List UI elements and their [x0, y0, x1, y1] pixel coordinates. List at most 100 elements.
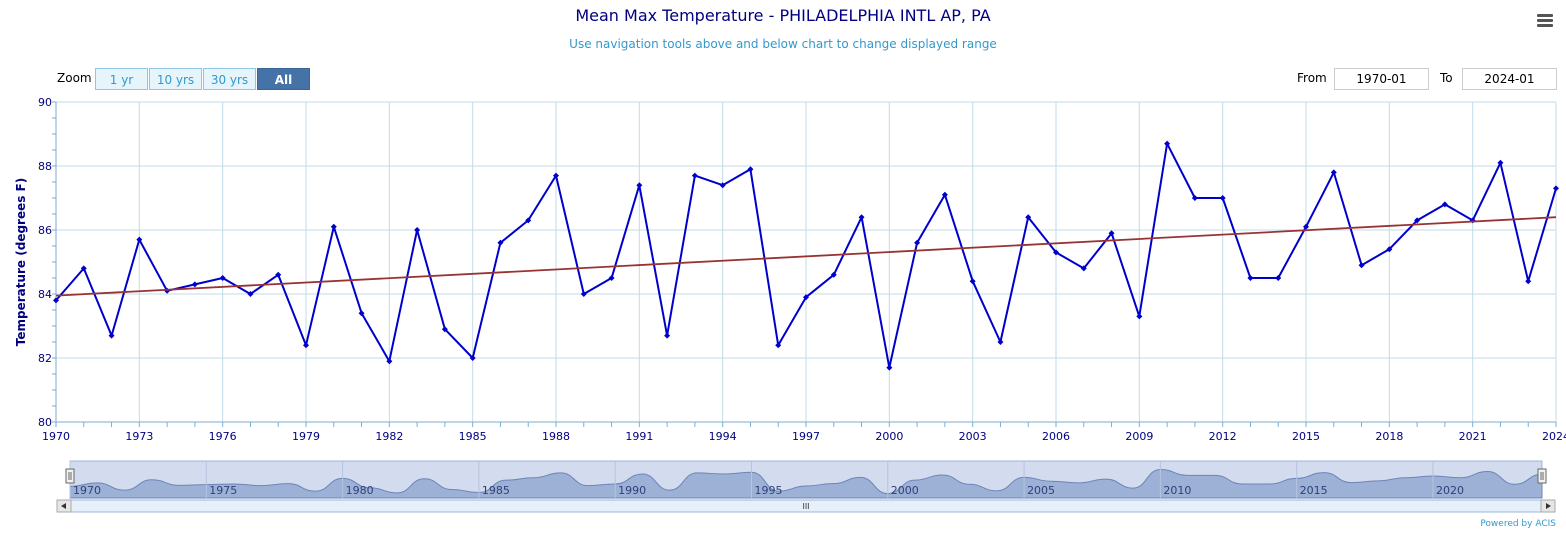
zoom-30yrs-button[interactable]: 30 yrs: [203, 68, 256, 90]
chart-subtitle: Use navigation tools above and below cha…: [569, 37, 997, 51]
zoom-1yr-button[interactable]: 1 yr: [95, 68, 148, 90]
data-point[interactable]: [886, 364, 893, 371]
navigator-tick-label: 2015: [1300, 484, 1328, 497]
grid: [55, 101, 1557, 423]
zoom-all-button[interactable]: All: [257, 68, 310, 90]
data-point[interactable]: [303, 342, 309, 349]
data-point[interactable]: [1219, 195, 1226, 201]
data-point[interactable]: [1164, 140, 1171, 147]
data-point[interactable]: [469, 355, 476, 361]
to-label: To: [1440, 71, 1453, 85]
from-date-input[interactable]: [1334, 68, 1429, 90]
data-point[interactable]: [219, 275, 226, 281]
chart-title: Mean Max Temperature - PHILADELPHIA INTL…: [575, 6, 991, 25]
data-point[interactable]: [247, 291, 254, 297]
data-point[interactable]: [858, 214, 865, 221]
data-point[interactable]: [414, 227, 421, 233]
y-tick-label: 86: [38, 224, 52, 237]
data-point[interactable]: [1025, 214, 1032, 221]
navigator-tick-label: 2010: [1163, 484, 1191, 497]
data-point[interactable]: [1108, 230, 1115, 237]
to-date-input[interactable]: [1462, 68, 1557, 90]
navigator-left-handle[interactable]: [65, 468, 75, 484]
trend-line: [55, 216, 1557, 297]
arrow-right-icon: [1546, 503, 1551, 509]
data-point[interactable]: [608, 275, 615, 281]
data-point[interactable]: [441, 326, 448, 333]
x-tick-label: 2003: [959, 430, 987, 443]
x-tick-label: 2012: [1209, 430, 1237, 443]
data-point[interactable]: [1497, 159, 1504, 166]
navigator-tick-label: 1995: [754, 484, 782, 497]
data-point[interactable]: [1441, 201, 1448, 208]
y-tick-label: 88: [38, 160, 52, 173]
data-point[interactable]: [1553, 185, 1559, 192]
x-tick-label: 2009: [1125, 430, 1153, 443]
navigator-tick-label: 2000: [891, 484, 919, 497]
data-point[interactable]: [1414, 217, 1421, 224]
x-tick-label: 1997: [792, 430, 820, 443]
data-point[interactable]: [636, 182, 643, 189]
data-point[interactable]: [719, 182, 726, 189]
y-axis-title-group: Temperature (degrees F): [14, 178, 28, 347]
powered-by-credit[interactable]: Powered by ACIS: [1480, 519, 1556, 529]
data-point[interactable]: [969, 278, 976, 285]
zoom-10yrs-button[interactable]: 10 yrs: [149, 68, 202, 90]
series-layer: [53, 140, 1559, 371]
data-point[interactable]: [108, 332, 115, 339]
navigator-right-handle[interactable]: [1537, 468, 1547, 484]
data-point[interactable]: [497, 239, 504, 246]
data-point[interactable]: [1275, 275, 1282, 281]
data-point[interactable]: [914, 239, 921, 246]
data-point[interactable]: [664, 332, 671, 339]
data-point[interactable]: [275, 271, 282, 278]
navigator-tick-label: 1985: [482, 484, 510, 497]
x-tick-label: 2015: [1292, 430, 1320, 443]
hamburger-menu-icon[interactable]: [1534, 12, 1556, 32]
data-point[interactable]: [358, 310, 365, 317]
y-tick-label: 80: [38, 416, 52, 429]
y-axis-title: Temperature (degrees F): [14, 178, 28, 347]
x-tick-label: 1991: [625, 430, 653, 443]
data-point[interactable]: [1080, 265, 1087, 272]
data-point[interactable]: [80, 265, 87, 272]
data-point[interactable]: [941, 191, 948, 198]
x-tick-label: 2018: [1375, 430, 1403, 443]
data-point[interactable]: [1191, 195, 1198, 201]
data-point[interactable]: [775, 342, 782, 349]
axes: 80 82 84 86 88 90 1970 1973 1976 1979 1982 1985 1988…: [38, 96, 1566, 443]
data-point[interactable]: [1525, 278, 1532, 285]
navigator[interactable]: 1970 1975 1980 1985 1990 1995 2000 2005 2010 2015…: [56, 460, 1556, 513]
navigator-tick-label: 1990: [618, 484, 646, 497]
y-tick-label: 82: [38, 352, 52, 365]
data-point[interactable]: [830, 271, 837, 278]
y-tick-label: 84: [38, 288, 52, 301]
data-point[interactable]: [691, 172, 698, 179]
scrollbar-grip: III: [802, 502, 809, 511]
data-point[interactable]: [1386, 246, 1393, 253]
navigator-area: [69, 468, 1543, 499]
x-tick-label: 2000: [875, 430, 903, 443]
data-point[interactable]: [1330, 169, 1337, 176]
data-point[interactable]: [580, 291, 587, 297]
data-point[interactable]: [1053, 249, 1059, 256]
data-point[interactable]: [386, 358, 393, 365]
navigator-tick-label: 1975: [209, 484, 237, 497]
data-point[interactable]: [1247, 275, 1254, 281]
data-point[interactable]: [525, 217, 532, 224]
data-point[interactable]: [191, 281, 198, 288]
data-point[interactable]: [1358, 262, 1365, 269]
navigator-tick-label: 2020: [1436, 484, 1464, 497]
data-point[interactable]: [53, 297, 59, 304]
x-tick-label: 1985: [459, 430, 487, 443]
data-point[interactable]: [1303, 223, 1309, 230]
data-point[interactable]: [1136, 313, 1143, 320]
data-point[interactable]: [803, 294, 809, 301]
navigator-tick-label: 2005: [1027, 484, 1055, 497]
data-point[interactable]: [553, 172, 559, 179]
data-point[interactable]: [997, 339, 1004, 345]
data-point[interactable]: [747, 166, 754, 173]
data-point[interactable]: [136, 236, 143, 243]
data-point[interactable]: [330, 223, 337, 230]
